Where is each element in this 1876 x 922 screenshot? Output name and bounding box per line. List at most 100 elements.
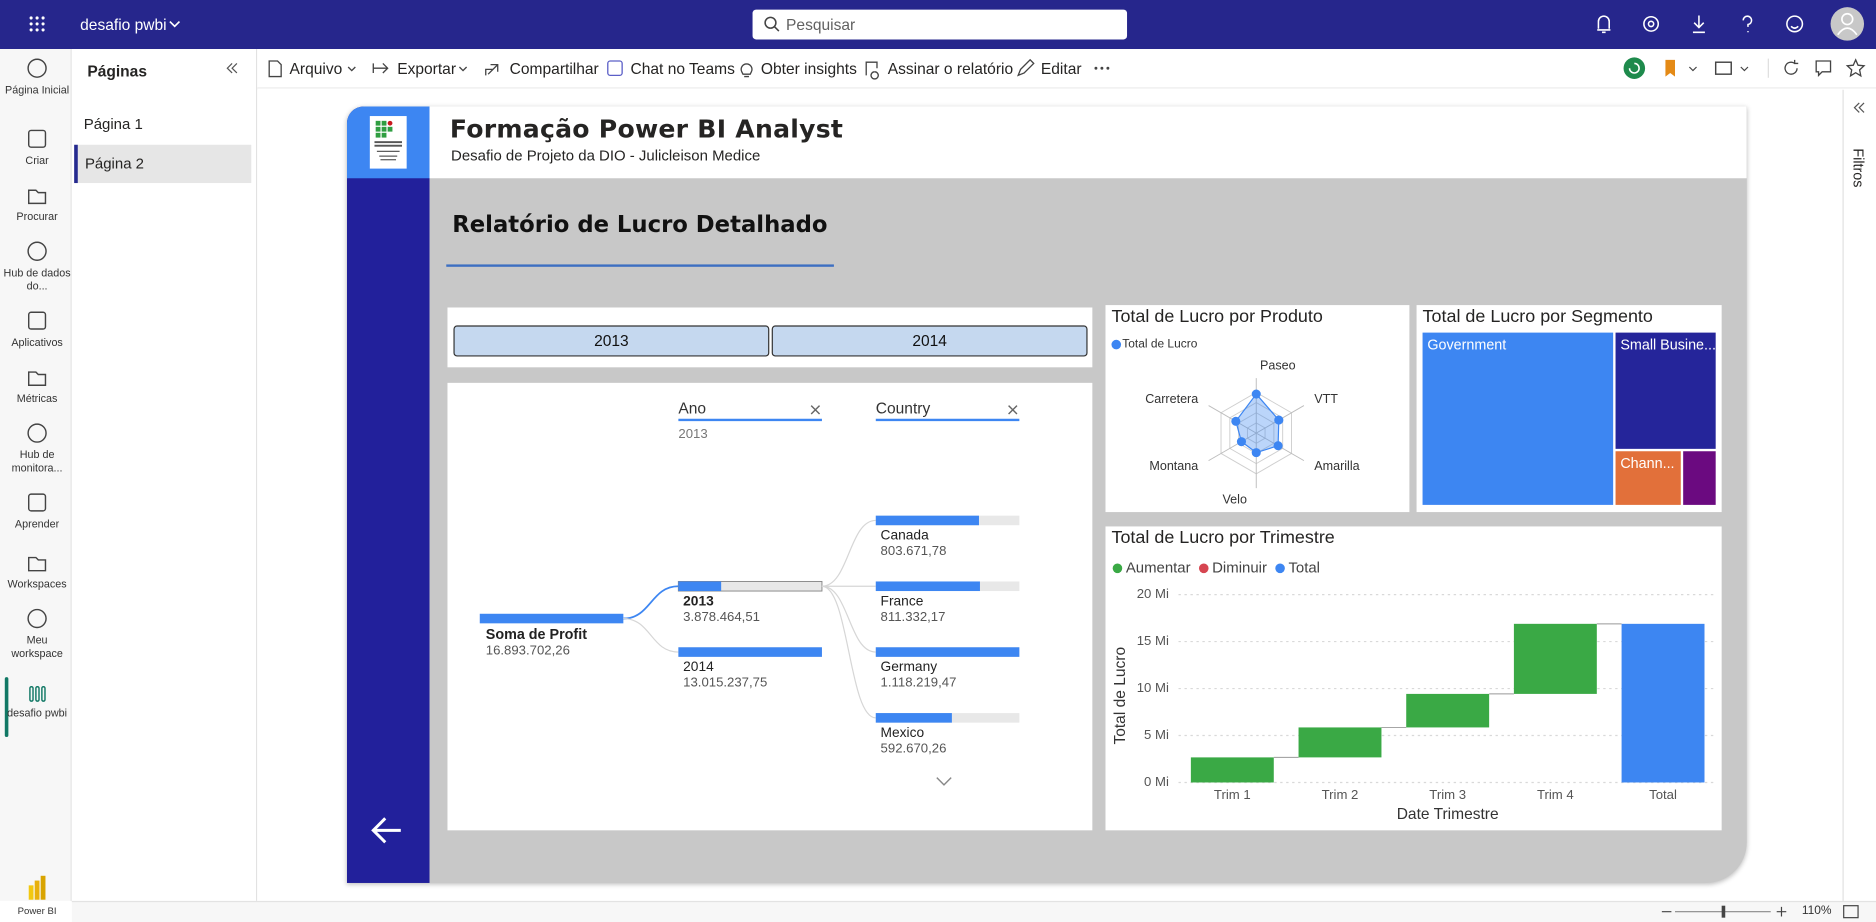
file-icon[interactable]	[268, 60, 282, 78]
filters-label[interactable]: Filtros	[1849, 148, 1867, 188]
app-launcher[interactable]	[29, 16, 45, 32]
nav-label[interactable]: Procurar	[16, 210, 58, 223]
feedback-icon[interactable]	[1786, 15, 1804, 33]
nav-label[interactable]: Criar	[25, 154, 49, 167]
dropdown[interactable]	[1688, 66, 1697, 72]
dropdown[interactable]	[458, 66, 468, 72]
waterfall-bar[interactable]	[1298, 727, 1382, 758]
nav-icon[interactable]	[25, 127, 49, 151]
toolbar-button[interactable]: Assinar o relatório	[887, 59, 1014, 78]
treemap-cell[interactable]	[1615, 332, 1716, 449]
filters-pane	[1842, 89, 1876, 901]
expand-filters[interactable]	[1852, 101, 1866, 115]
fit-page[interactable]	[1843, 905, 1860, 919]
radar-point[interactable]	[1274, 415, 1284, 425]
zoom-level[interactable]: 110%	[1801, 904, 1832, 918]
workspace-name[interactable]: desafio pwbi	[80, 15, 167, 34]
nav-icon-bar	[35, 686, 40, 702]
bar[interactable]	[875, 713, 952, 723]
status-icon[interactable]	[1623, 57, 1646, 79]
nav-icon[interactable]	[25, 421, 49, 445]
toolbar-button[interactable]: Arquivo	[289, 59, 343, 78]
bar[interactable]	[875, 647, 1020, 657]
export-icon[interactable]	[372, 62, 389, 74]
nav-label[interactable]: Meu workspace	[11, 634, 63, 660]
nav-icon[interactable]	[25, 309, 49, 333]
bar[interactable]	[875, 581, 980, 592]
nav-label[interactable]: desafio pwbi	[7, 707, 68, 720]
scroll-down[interactable]	[936, 777, 952, 786]
waterfall-bar[interactable]	[1513, 623, 1597, 694]
workspace-chevron[interactable]	[169, 20, 181, 28]
nav-label[interactable]: Métricas	[16, 392, 58, 405]
waterfall-bar[interactable]	[1406, 693, 1490, 728]
legend-marker	[1275, 563, 1285, 574]
radar-point[interactable]	[1273, 441, 1283, 451]
subscribe-icon[interactable]	[865, 61, 879, 80]
slicer-button[interactable]: 2013	[453, 325, 770, 357]
share-icon[interactable]	[485, 63, 499, 76]
waterfall-bar[interactable]	[1621, 623, 1705, 783]
view-icon[interactable]	[1714, 61, 1732, 75]
nav-label[interactable]: Aplicativos	[11, 336, 63, 349]
nav-icon-shape	[27, 371, 47, 386]
toolbar-button[interactable]: Editar	[1040, 59, 1082, 78]
radar-point[interactable]	[1251, 448, 1261, 458]
slicer-button[interactable]: 2014	[771, 325, 1088, 357]
search-box[interactable]	[752, 9, 1128, 40]
nav-label[interactable]: Aprender	[14, 518, 60, 531]
dropdown[interactable]	[1740, 66, 1749, 72]
bar[interactable]	[678, 647, 822, 657]
page-tab-selected[interactable]: Página 2	[74, 144, 252, 184]
nav-label[interactable]: Hub de monitora...	[11, 448, 63, 474]
treemap-cell[interactable]	[1615, 451, 1681, 505]
notifications-icon[interactable]	[1597, 15, 1611, 34]
remove-column[interactable]	[810, 405, 821, 415]
nav-icon[interactable]	[25, 56, 49, 80]
page-tab[interactable]: Página 1	[83, 116, 143, 133]
help-icon[interactable]	[1742, 15, 1753, 33]
refresh-icon[interactable]	[1784, 59, 1799, 75]
radar-point[interactable]	[1231, 416, 1241, 426]
nav-label[interactable]: Workspaces	[7, 577, 67, 590]
radar-point[interactable]	[1251, 389, 1261, 399]
node-value: 1.118.219,47	[881, 675, 957, 690]
dropdown[interactable]	[347, 66, 356, 72]
toolbar-button[interactable]: Exportar	[397, 59, 457, 78]
power-bi-logo[interactable]	[26, 875, 50, 901]
insights-icon[interactable]	[740, 63, 753, 78]
settings-icon[interactable]	[1643, 15, 1660, 32]
toolbar-button[interactable]: Compartilhar	[509, 59, 599, 78]
treemap-cell[interactable]	[1422, 332, 1614, 505]
zoom-slider[interactable]	[1657, 903, 1795, 920]
nav-label[interactable]: Página Inicial	[5, 83, 70, 96]
nav-icon[interactable]	[25, 183, 49, 207]
nav-icon[interactable]	[25, 607, 49, 631]
toolbar-button[interactable]: Obter insights	[760, 59, 857, 78]
comment-icon[interactable]	[1815, 60, 1832, 77]
nav-label[interactable]: Hub de dados do...	[3, 266, 71, 292]
teams-icon[interactable]	[607, 60, 623, 77]
favorite-icon[interactable]	[1845, 58, 1866, 78]
edit-icon[interactable]	[1016, 58, 1035, 77]
nav-icon[interactable]	[25, 550, 49, 574]
search-placeholder[interactable]: Pesquisar	[786, 15, 856, 34]
nav-icon[interactable]	[25, 680, 49, 704]
radar-point[interactable]	[1236, 437, 1247, 447]
collapse-pages[interactable]	[225, 61, 239, 75]
treemap-label: Government	[1427, 338, 1506, 354]
nav-icon[interactable]	[25, 491, 49, 515]
download-icon[interactable]	[1692, 15, 1705, 34]
waterfall-bar[interactable]	[1190, 757, 1274, 783]
treemap-chart: Total de Lucro por Segmento Government Sma…	[1416, 305, 1722, 513]
bookmark-icon[interactable]	[1665, 59, 1676, 77]
back-button[interactable]	[367, 811, 405, 849]
bar[interactable]	[678, 581, 722, 592]
treemap-cell[interactable]	[1683, 451, 1716, 505]
remove-column[interactable]	[1008, 405, 1018, 415]
more-options[interactable]	[1094, 66, 1110, 70]
nav-icon[interactable]	[25, 365, 49, 389]
nav-icon[interactable]	[25, 239, 49, 263]
toolbar-button[interactable]: Chat no Teams	[630, 59, 735, 78]
bar[interactable]	[875, 515, 979, 526]
